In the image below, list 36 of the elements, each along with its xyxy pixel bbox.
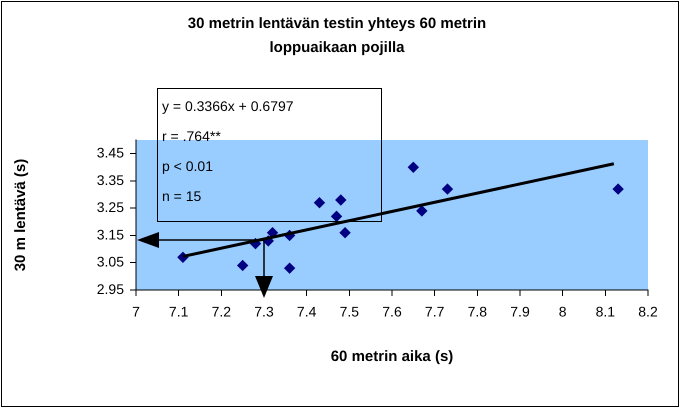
- x-tick-label: 7: [132, 303, 140, 320]
- point: [335, 194, 346, 206]
- point: [284, 262, 296, 274]
- y-tick-label: 3.45: [96, 144, 124, 160]
- point: [612, 184, 624, 195]
- x-tick-label: 8.2: [638, 303, 658, 320]
- y-tick-label: 3.15: [96, 226, 124, 242]
- y-tick-label: 3.05: [96, 254, 124, 270]
- point: [314, 197, 325, 208]
- chart-title: 30 metrin lentävän testin yhteys 60 metrin loppuaikaan pojilla: [186, 14, 488, 58]
- y-tick-label: 2.95: [96, 280, 124, 297]
- x-tick-label: 7.6: [382, 303, 402, 320]
- x-tick-label: 8.1: [596, 303, 616, 320]
- point: [416, 205, 428, 216]
- x-tick-label: 7.2: [212, 303, 232, 320]
- annotation: p < 0.01: [162, 157, 214, 176]
- x-tick-label: 7.7: [424, 303, 445, 320]
- point: [237, 260, 248, 271]
- y-axis-title: 30 m lentävä (s): [12, 158, 30, 272]
- point: [408, 162, 419, 173]
- x-tick-label: 8: [558, 303, 567, 320]
- x-tick-label: 7.9: [510, 303, 530, 320]
- y-tick-label: 3.25: [96, 199, 124, 216]
- y-tick-label: 3.35: [96, 172, 124, 188]
- annotation: r = .764**: [162, 127, 222, 146]
- x-tick-label: 7.1: [168, 303, 189, 320]
- x-tick-label: 7.3: [254, 303, 274, 320]
- text: y = 0.3366x + 0.6797: [162, 97, 295, 116]
- annotation: n = 15: [162, 187, 202, 206]
- point: [340, 227, 351, 238]
- x-axis-title: 60 metrin aika (s): [330, 348, 454, 366]
- point: [442, 184, 453, 195]
- x-tick-label: 7.5: [340, 303, 360, 320]
- point: [331, 210, 342, 222]
- x-tick-label: 7.8: [468, 303, 488, 320]
- x-tick-label: 7.4: [296, 303, 317, 320]
